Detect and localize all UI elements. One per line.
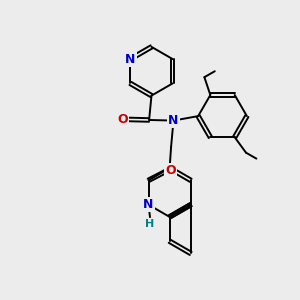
Text: O: O (117, 113, 128, 126)
Text: O: O (165, 164, 175, 177)
Text: H: H (146, 219, 154, 229)
Text: N: N (125, 52, 136, 66)
Text: N: N (143, 198, 154, 211)
Text: N: N (168, 114, 179, 127)
